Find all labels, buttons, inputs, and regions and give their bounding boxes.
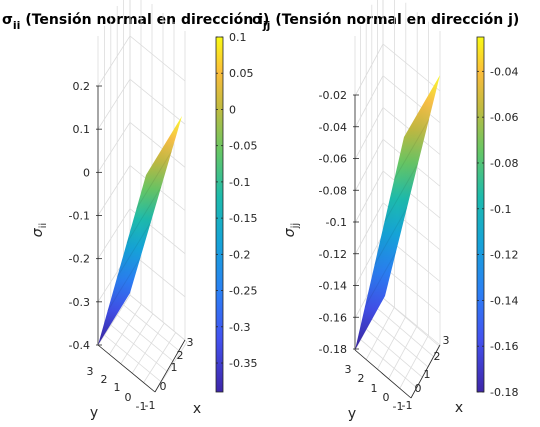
z-tick-labels: 0.2 0.1 0 -0.1 -0.2 -0.3 -0.4	[69, 80, 102, 352]
z-tick-label: -0.04	[319, 121, 347, 134]
y-tick-label: 3	[87, 365, 94, 378]
colorbar-tick-label: -0.18	[490, 386, 518, 399]
surface-plot	[355, 75, 440, 350]
y-axis-label: y	[90, 405, 98, 421]
colorbar-tick-label: -0.2	[229, 248, 250, 261]
colorbar-gradient	[476, 36, 485, 393]
x-tick-label: 2	[177, 349, 184, 362]
y-axis-label: y	[348, 406, 356, 422]
chart-title: σjj (Tensión normal en dirección j)	[252, 12, 519, 32]
colorbar-tick-label: 0	[229, 103, 236, 116]
x-axis-line	[154, 339, 186, 393]
x-tick-label: 1	[171, 361, 178, 374]
z-tick-label: -0.12	[319, 248, 347, 261]
z-tick-label: -0.1	[69, 210, 90, 223]
y-tick-label: 1	[371, 382, 378, 395]
x-tick-label: 0	[415, 382, 422, 395]
x-tick-label: 0	[160, 380, 167, 393]
colorbar-tick-label: -0.12	[490, 249, 518, 262]
y-tick-label: 0	[125, 391, 132, 404]
colorbar-tick-label: -0.14	[490, 294, 518, 307]
x-tick-label: -1	[145, 399, 156, 412]
colorbar-tick-label: -0.15	[229, 212, 257, 225]
colorbar-tick-label: -0.1	[490, 203, 511, 216]
title-subscript: jj	[262, 19, 271, 32]
y-axis-line	[354, 349, 412, 399]
colorbar-tick-label: 0.1	[229, 31, 247, 44]
x-tick-label: 2	[434, 350, 441, 363]
colorbar-tick-label: -0.35	[229, 357, 257, 370]
y-tick-label: 3	[345, 363, 352, 376]
z-tick-label: -0.18	[319, 343, 347, 356]
subplot-sigma-jj: σjj (Tensión normal en dirección j) -0.02…	[252, 0, 519, 422]
x-axis-label: x	[193, 401, 201, 417]
z-tick-label: -0.14	[319, 280, 347, 293]
z-axis-label: σjj	[282, 223, 301, 237]
x-axis-line	[410, 344, 441, 399]
z-tick-label: -0.1	[326, 216, 347, 229]
colorbar-gradient	[215, 36, 224, 393]
z-tick-label: -0.16	[319, 311, 347, 324]
y-tick-label: 0	[383, 391, 390, 404]
colorbar: -0.04 -0.06 -0.08 -0.1 -0.12 -0.14 -0.16 -0.18	[476, 36, 518, 399]
z-tick-label: -0.08	[319, 184, 347, 197]
x-tick-label: 3	[443, 334, 450, 347]
x-tick-label: -1	[402, 399, 413, 412]
colorbar-tick-label: 0.05	[229, 67, 254, 80]
x-tick-label: 3	[187, 336, 194, 349]
title-symbol: σ	[252, 12, 263, 28]
title-text: (Tensión normal en dirección i)	[20, 12, 269, 28]
z-tick-label: -0.2	[69, 253, 90, 266]
colorbar-tick-label: -0.05	[229, 140, 257, 153]
colorbar-tick-label: -0.25	[229, 285, 257, 298]
colorbar-tick-label: -0.08	[490, 157, 518, 170]
z-tick-label: -0.3	[69, 296, 90, 309]
y-axis-line	[97, 344, 156, 393]
z-tick-label: 0	[83, 166, 90, 179]
colorbar-tick-label: -0.1	[229, 176, 250, 189]
colorbar-tick-label: -0.16	[490, 340, 518, 353]
chart-title: σii (Tensión normal en dirección i)	[2, 12, 269, 32]
x-tick-label: 1	[424, 368, 431, 381]
y-tick-label: -1	[393, 400, 404, 413]
title-subscript: ii	[13, 19, 21, 32]
z-tick-label: 0.2	[73, 80, 91, 93]
z-tick-label: -0.4	[69, 339, 90, 352]
colorbar: 0.1 0.05 0 -0.05 -0.1 -0.15 -0.2 -0.25 -0.3 -0.35	[215, 31, 257, 393]
surface-plot	[98, 116, 182, 345]
z-tick-label: -0.02	[319, 89, 347, 102]
subplot-sigma-ii: σii (Tensión normal en dirección i)0.20.…	[2, 0, 269, 421]
title-text: (Tensión normal en dirección j)	[270, 12, 519, 28]
colorbar-tick-label: -0.3	[229, 321, 250, 334]
z-tick-label: -0.06	[319, 153, 347, 166]
title-symbol: σ	[2, 12, 13, 28]
z-tick-label: 0.1	[73, 123, 91, 136]
y-tick-label: -1	[136, 400, 147, 413]
z-tick-labels: -0.02 -0.04 -0.06 -0.08 -0.1 -0.12 -0.14 -0.16 -…	[319, 89, 359, 356]
y-tick-label: 2	[101, 373, 108, 386]
y-tick-label: 1	[114, 381, 121, 394]
x-axis-label: x	[455, 400, 463, 416]
y-tick-label: 2	[358, 372, 365, 385]
colorbar-tick-label: -0.04	[490, 65, 518, 78]
z-axis-label: σii	[30, 223, 49, 237]
colorbar-tick-label: -0.06	[490, 111, 518, 124]
